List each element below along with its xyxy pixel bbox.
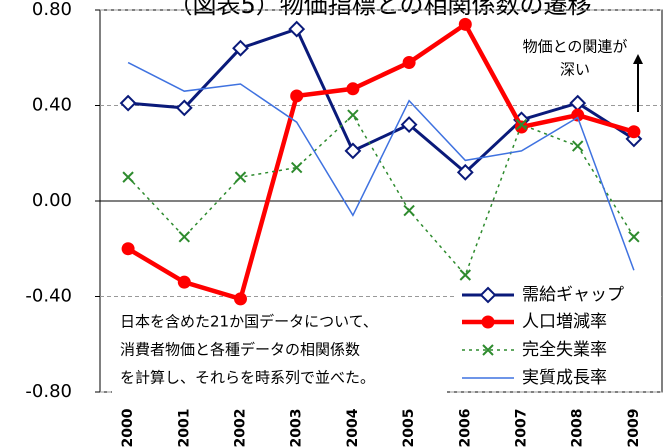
data-point xyxy=(571,140,584,152)
data-point xyxy=(232,39,249,57)
y-tick-label: 0.80 xyxy=(32,0,72,20)
data-point xyxy=(290,161,303,174)
legend-label: 人口増減率 xyxy=(522,312,607,332)
legend-marker xyxy=(479,286,497,304)
note-box xyxy=(112,307,447,395)
data-point xyxy=(571,108,585,122)
x-tick-label: 2001 xyxy=(176,409,192,448)
annotation: 深い xyxy=(560,61,590,79)
data-point xyxy=(459,269,472,281)
legend-marker xyxy=(482,344,494,356)
data-point xyxy=(121,242,135,256)
data-point xyxy=(347,109,359,121)
series-line xyxy=(127,61,635,271)
data-point xyxy=(515,118,528,131)
data-point xyxy=(627,125,641,139)
x-tick-label: 2007 xyxy=(514,409,530,448)
series-line xyxy=(127,27,635,175)
note-line: 日本を含めた21か国データについて、 xyxy=(120,313,378,331)
data-point xyxy=(119,94,137,112)
data-point xyxy=(290,89,304,103)
x-tick-label: 2004 xyxy=(345,408,361,447)
x-tick-label: 2005 xyxy=(401,409,417,448)
legend-marker xyxy=(481,315,495,329)
data-point xyxy=(178,231,191,243)
x-tick-label: 2002 xyxy=(233,409,249,448)
data-point xyxy=(234,292,247,306)
data-point xyxy=(400,116,418,134)
x-tick-label: 2006 xyxy=(457,409,473,448)
data-point xyxy=(346,82,360,96)
annotation-arrow-head xyxy=(633,54,643,64)
note-line: 消費者物価と各種データの相関係数 xyxy=(120,341,360,359)
y-tick-label: 0.40 xyxy=(32,95,72,116)
data-point xyxy=(402,56,416,70)
x-tick-label: 2000 xyxy=(120,408,136,447)
data-point xyxy=(628,231,640,243)
legend-label: 完全失業率 xyxy=(522,340,607,360)
note-line: を計算し、それらを時系列で並べた。 xyxy=(120,369,375,387)
annotation: 物価との関連が xyxy=(523,38,628,56)
data-point xyxy=(515,120,528,134)
data-point xyxy=(344,142,362,160)
x-tick-label: 2009 xyxy=(626,409,642,448)
series-line xyxy=(126,21,635,302)
legend-label: 需給ギャップ xyxy=(522,285,624,305)
data-point xyxy=(175,99,193,117)
data-point xyxy=(122,171,134,183)
data-point xyxy=(456,163,474,181)
data-point xyxy=(458,17,472,31)
legend-label: 実質成長率 xyxy=(522,368,607,388)
x-tick-label: 2008 xyxy=(570,409,586,448)
data-point xyxy=(177,275,191,289)
y-tick-label: 0.00 xyxy=(32,190,72,211)
x-tick-label: 2003 xyxy=(289,409,305,448)
data-point xyxy=(403,204,415,217)
data-point xyxy=(288,20,306,38)
data-point xyxy=(234,171,247,183)
y-tick-label: -0.40 xyxy=(25,286,72,307)
y-tick-label: -0.80 xyxy=(25,381,72,402)
